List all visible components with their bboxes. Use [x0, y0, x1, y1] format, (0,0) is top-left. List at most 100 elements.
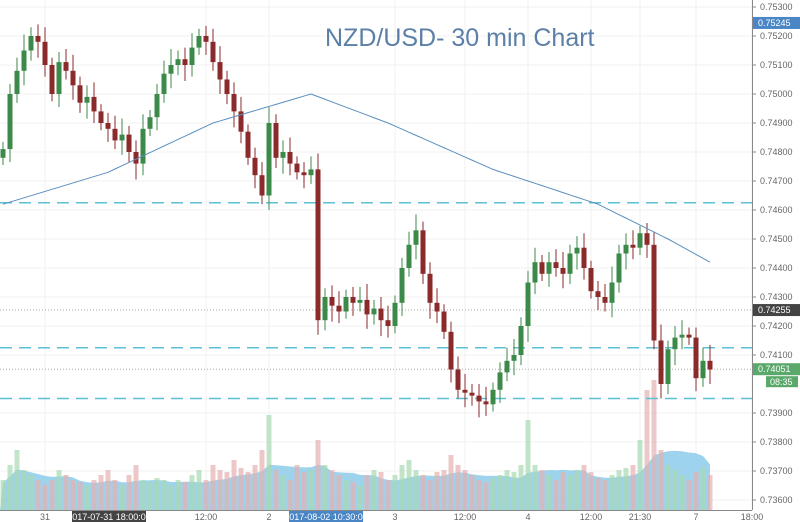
volume-bar — [140, 480, 146, 510]
volume-bar — [567, 475, 573, 510]
candle-body — [147, 117, 153, 129]
candle-body — [581, 247, 587, 268]
volume-bar — [147, 482, 153, 510]
candle-body — [0, 149, 6, 158]
price-badge — [753, 16, 800, 29]
volume-bar — [84, 485, 90, 510]
candle-body — [490, 389, 496, 405]
volume-bar — [588, 472, 594, 510]
candle-body — [140, 128, 146, 164]
volume-bar — [224, 472, 230, 510]
volume-bar — [28, 475, 34, 510]
candle-body — [112, 128, 118, 141]
candle-body — [252, 157, 258, 176]
y-tick-label: 0.74900 — [760, 118, 793, 128]
volume-bar — [574, 470, 580, 510]
volume-bar — [175, 480, 181, 510]
volume-bar — [665, 465, 671, 510]
candle-body — [378, 308, 384, 321]
countdown-badge — [766, 376, 798, 388]
x-tick-label: 12:00 — [580, 512, 603, 522]
candle-body — [644, 233, 650, 245]
volume-bar — [133, 465, 139, 510]
x-tick-label: 21:30 — [629, 512, 652, 522]
volume-bar — [7, 465, 13, 510]
volume-bar — [686, 480, 692, 510]
volume-bar — [0, 480, 6, 510]
candle-body — [686, 334, 692, 338]
volume-bar — [392, 475, 398, 510]
volume-bar — [196, 470, 202, 510]
candle-body — [56, 62, 62, 94]
candle-body — [196, 36, 202, 48]
candle-body — [476, 395, 482, 402]
volume-bar — [693, 472, 699, 510]
candle-body — [672, 337, 678, 350]
volume-bar — [161, 480, 167, 510]
crosshair-date-label: 2017-08-02 10:30:00 — [284, 512, 368, 522]
volume-bar — [329, 470, 335, 510]
volume-bar — [266, 415, 272, 510]
volume-bar — [490, 478, 496, 510]
candle-body — [98, 111, 104, 123]
candle-body — [441, 311, 447, 332]
volume-bar — [672, 470, 678, 510]
candle-body — [35, 36, 41, 42]
candle-body — [357, 299, 363, 303]
y-tick-label: 0.73900 — [760, 408, 793, 418]
volume-bar — [35, 480, 41, 510]
volume-bar — [371, 470, 377, 510]
volume-bar — [539, 470, 545, 510]
candle-body — [224, 79, 230, 94]
candle-body — [49, 65, 55, 94]
candle-body — [70, 70, 76, 86]
candle-body — [595, 291, 601, 297]
candle-body — [532, 262, 538, 283]
candle-body — [588, 268, 594, 292]
volume-bar — [448, 455, 454, 510]
price-badge — [753, 363, 800, 376]
candle-body — [567, 253, 573, 274]
candle-body — [336, 305, 342, 312]
volume-bar — [63, 475, 69, 510]
x-tick-label: 3 — [392, 512, 397, 522]
volume-bar — [546, 475, 552, 510]
y-tick-label: 0.74800 — [760, 147, 793, 157]
volume-bar — [259, 450, 265, 510]
chart-title: NZD/USD- 30 min Chart — [325, 24, 595, 52]
y-tick-label: 0.74400 — [760, 263, 793, 273]
candle-body — [63, 62, 69, 71]
volume-bar — [651, 380, 657, 510]
y-tick-label: 0.75100 — [760, 60, 793, 70]
volume-bar — [98, 475, 104, 510]
volume-bar — [182, 482, 188, 510]
candle-body — [679, 334, 685, 338]
volume-bar — [518, 465, 524, 510]
volume-bar — [385, 480, 391, 510]
candle-body — [14, 70, 20, 94]
y-tick-label: 0.74700 — [760, 176, 793, 186]
candle-body — [665, 349, 671, 384]
candle-body — [434, 302, 440, 312]
volume-bar — [203, 480, 209, 510]
volume-bar — [700, 468, 706, 510]
candle-body — [273, 123, 279, 158]
candle-body — [77, 85, 83, 103]
volume-bar — [483, 482, 489, 510]
candle-body — [623, 244, 629, 254]
volume-bar — [581, 465, 587, 510]
volume-bar — [42, 485, 48, 510]
candle-body — [483, 401, 489, 405]
volume-bar — [434, 472, 440, 510]
candle-body — [553, 262, 559, 268]
volume-bar — [497, 475, 503, 510]
candle-body — [294, 163, 300, 173]
volume-bar — [21, 470, 27, 510]
volume-bar — [210, 465, 216, 510]
volume-bar — [238, 468, 244, 510]
volume-bar — [427, 480, 433, 510]
candle-body — [105, 123, 111, 129]
candle-body — [245, 131, 251, 158]
